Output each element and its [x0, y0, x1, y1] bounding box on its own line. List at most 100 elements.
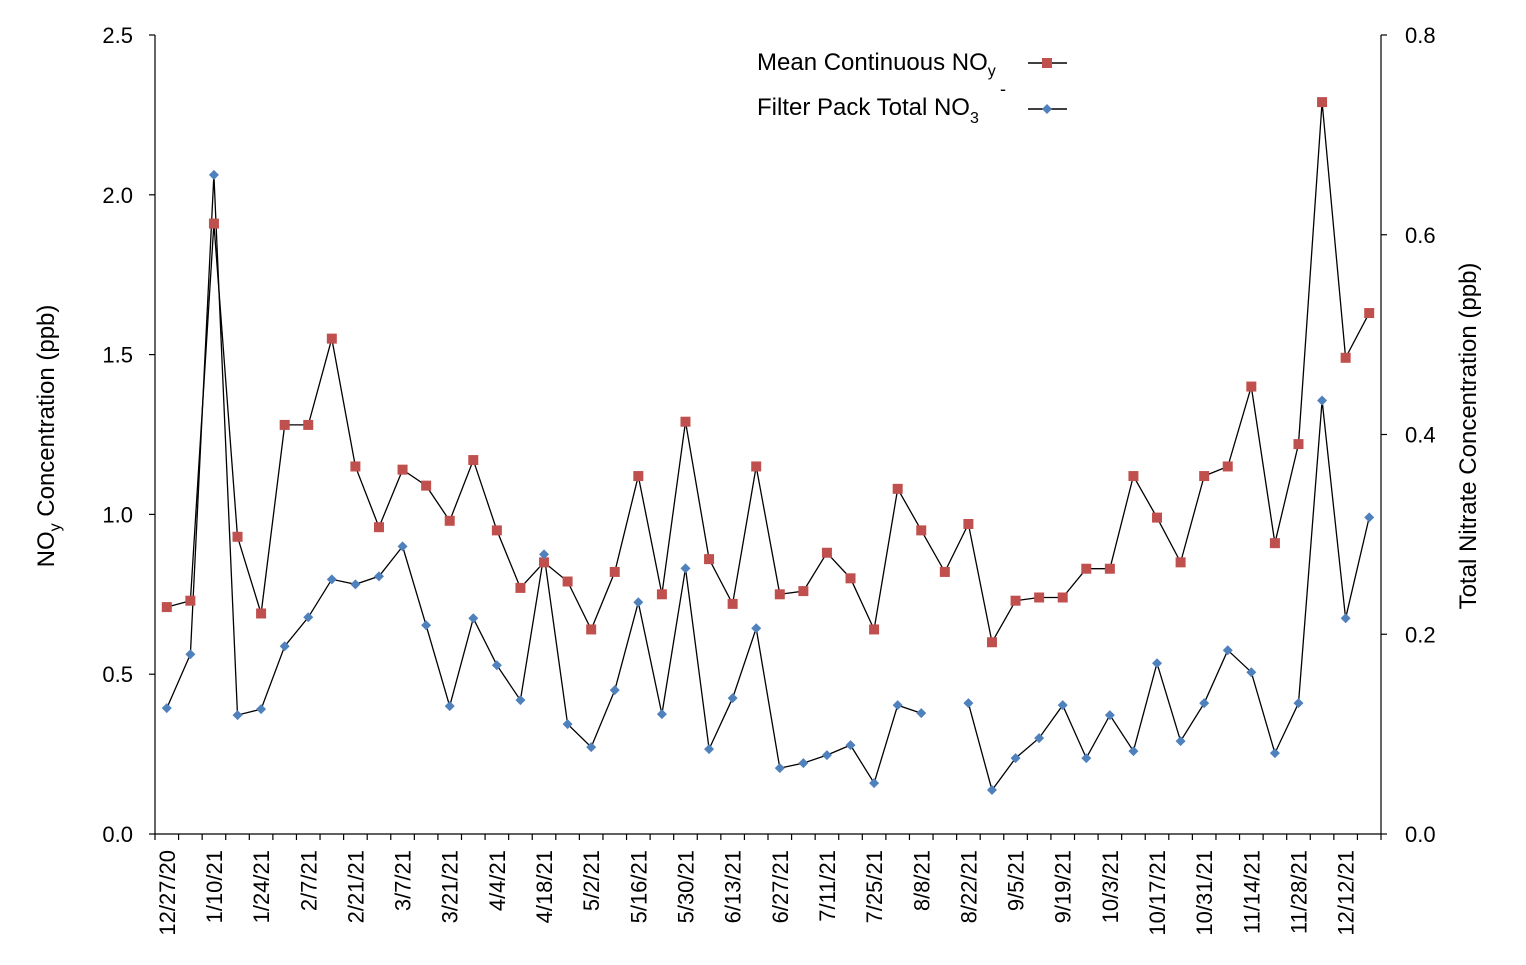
x-tick-label: 5/30/21	[673, 850, 698, 923]
x-tick-label: 7/11/21	[815, 850, 840, 922]
x-tick-label: 1/10/21	[202, 850, 227, 923]
data-point-nitrate	[208, 169, 219, 180]
data-point-noy	[373, 522, 384, 533]
data-point-noy	[774, 589, 785, 600]
data-point-nitrate	[609, 685, 620, 696]
data-point-noy	[303, 419, 314, 430]
data-point-noy	[633, 471, 644, 482]
data-point-noy	[869, 624, 880, 635]
data-point-nitrate	[1246, 667, 1257, 678]
y2-tick-label: 0.2	[1405, 622, 1436, 647]
x-tick-label: 4/18/21	[532, 850, 557, 923]
data-point-nitrate	[373, 571, 384, 582]
data-point-noy	[491, 525, 502, 536]
data-point-noy	[326, 333, 337, 344]
legend: Mean Continuous NOy Filter Pack Total NO…	[757, 49, 1067, 127]
data-point-noy	[845, 573, 856, 584]
x-tick-label: 10/17/21	[1145, 850, 1170, 936]
x-tick-label: 6/27/21	[768, 850, 793, 923]
data-point-nitrate	[586, 742, 597, 753]
data-point-nitrate	[1269, 748, 1280, 759]
data-point-noy	[798, 586, 809, 597]
y-tick-label: 1.5	[102, 343, 133, 368]
y2-tick-label: 0.8	[1405, 23, 1436, 48]
legend-marker-nitrate	[1042, 104, 1052, 114]
data-point-nitrate	[397, 541, 408, 552]
data-point-noy	[397, 464, 408, 475]
legend-label-nitrate: Filter Pack Total NO3	[757, 94, 979, 127]
data-point-nitrate	[798, 758, 809, 769]
data-point-nitrate	[1175, 736, 1186, 747]
data-point-noy	[1340, 352, 1351, 363]
data-point-noy	[680, 416, 691, 427]
data-point-nitrate	[916, 708, 927, 719]
data-point-nitrate	[633, 597, 644, 608]
data-point-nitrate	[892, 700, 903, 711]
data-point-nitrate	[727, 693, 738, 704]
data-point-nitrate	[680, 563, 691, 574]
data-point-noy	[256, 608, 267, 619]
data-point-noy	[892, 483, 903, 494]
data-point-noy	[1175, 557, 1186, 568]
x-tick-label: 2/7/21	[296, 850, 321, 911]
data-point-noy	[1081, 563, 1092, 574]
data-point-noy	[704, 554, 715, 565]
data-point-noy	[1364, 308, 1375, 319]
series-line-nitrate	[166, 174, 922, 785]
data-point-nitrate	[161, 703, 172, 714]
data-point-noy	[963, 518, 974, 529]
data-point-noy	[986, 637, 997, 648]
series-line-nitrate	[967, 400, 1370, 792]
tick-labels: 0.0 0.5 1.0 1.5 2.0 2.5 0.0 0.2 0.4 0.6 0.8 12/27/2…	[102, 23, 1435, 936]
data-point-nitrate	[491, 660, 502, 671]
data-point-noy	[185, 595, 196, 606]
data-point-noy	[562, 576, 573, 587]
legend-marker-noy	[1042, 58, 1052, 68]
x-tick-label: 6/13/21	[721, 850, 746, 923]
data-point-noy	[586, 624, 597, 635]
data-point-nitrate	[1104, 710, 1115, 721]
data-point-nitrate	[751, 623, 762, 634]
x-tick-label: 8/8/21	[909, 850, 934, 911]
data-point-nitrate	[421, 620, 432, 631]
legend-item-nitrate: Filter Pack Total NO3 -	[757, 79, 1067, 127]
data-point-noy	[751, 461, 762, 472]
y2-axis-title: Total Nitrate Concentration (ppb)	[1455, 263, 1482, 610]
x-tick-label: 3/21/21	[438, 850, 463, 923]
x-tick-label: 7/25/21	[862, 850, 887, 923]
data-point-nitrate	[1222, 645, 1233, 656]
data-point-nitrate	[1081, 753, 1092, 764]
data-point-nitrate	[704, 744, 715, 755]
data-point-nitrate	[986, 785, 997, 796]
data-point-noy	[821, 547, 832, 558]
y-tick-label: 1.0	[102, 502, 133, 527]
series-markers	[161, 97, 1375, 796]
data-point-nitrate	[1340, 613, 1351, 624]
x-tick-label: 3/7/21	[391, 850, 416, 911]
data-point-noy	[1152, 512, 1163, 523]
data-point-noy	[1269, 538, 1280, 549]
series-line-noy	[166, 102, 1370, 645]
data-point-nitrate	[1152, 658, 1163, 669]
x-tick-label: 11/14/21	[1239, 850, 1264, 934]
legend-item-noy: Mean Continuous NOy	[757, 49, 1067, 80]
legend-superscript: -	[1000, 79, 1006, 99]
data-point-nitrate	[1364, 512, 1375, 523]
data-point-nitrate	[350, 579, 361, 590]
data-point-nitrate	[279, 641, 290, 652]
data-point-noy	[1010, 595, 1021, 606]
y-tick-label: 0.0	[102, 822, 133, 847]
x-tick-label: 5/16/21	[626, 850, 651, 923]
x-tick-label: 9/19/21	[1051, 850, 1076, 923]
data-point-nitrate	[1034, 733, 1045, 744]
data-point-nitrate	[1199, 698, 1210, 709]
x-tick-label: 10/3/21	[1098, 850, 1123, 923]
x-tick-label: 12/12/21	[1334, 850, 1359, 936]
data-point-noy	[515, 582, 526, 593]
data-point-nitrate	[869, 778, 880, 789]
data-point-noy	[656, 589, 667, 600]
x-tick-label: 2/21/21	[343, 850, 368, 923]
data-point-nitrate	[468, 613, 479, 624]
